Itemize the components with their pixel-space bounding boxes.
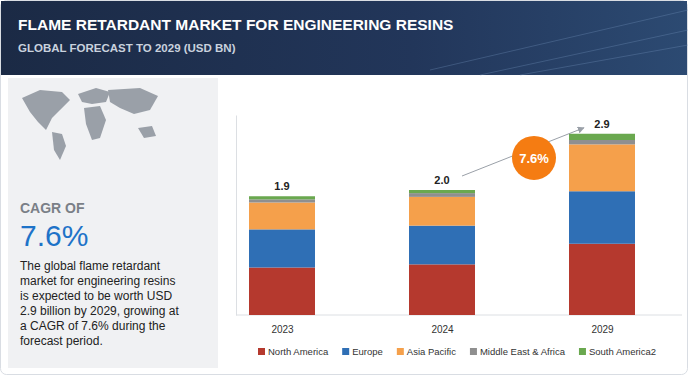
- header-band: [1, 1, 687, 75]
- bar-segment: [249, 229, 315, 267]
- chart-title: FLAME RETARDANT MARKET FOR ENGINEERING R…: [18, 16, 453, 33]
- continent-0: [22, 90, 70, 130]
- y-axis-line: [236, 116, 237, 316]
- bar-segment: [569, 191, 635, 244]
- side-panel: [8, 78, 218, 368]
- x-tick: 2023: [271, 324, 294, 335]
- legend: North America Europe Asia Pacific Middle Ea…: [258, 346, 656, 357]
- continent-4: [108, 88, 158, 114]
- bar-segment: [569, 134, 635, 140]
- header-streak-0: [430, 10, 688, 70]
- bars: [249, 134, 635, 315]
- legend-label: Europe: [352, 346, 383, 357]
- legend-swatch: [258, 348, 265, 355]
- cagr-bubble-label: 7.6%: [519, 151, 549, 166]
- x-tick: 2024: [431, 324, 454, 335]
- description-line: is expected to be worth USD: [20, 289, 172, 303]
- bar-segment: [249, 268, 315, 316]
- legend-label: Asia Pacific: [407, 346, 456, 357]
- legend-swatch: [579, 348, 586, 355]
- description-line: a CAGR of 7.6% during the: [20, 319, 166, 333]
- legend-label: South America2: [589, 346, 656, 357]
- chart-card: FLAME RETARDANT MARKET FOR ENGINEERING R…: [0, 0, 688, 375]
- cagr-bubble: [512, 136, 556, 180]
- x-axis: 2023 2024 2029: [271, 324, 614, 335]
- cagr-value: 7.6%: [20, 219, 88, 252]
- x-tick-label: 2024: [431, 324, 454, 335]
- world-map: [22, 88, 158, 160]
- y-axis: [236, 116, 237, 316]
- bar-segment: [409, 226, 475, 265]
- bar-segment: [249, 203, 315, 230]
- cagr-heading: CAGR OF: [20, 200, 85, 216]
- header-streak-1: [480, 30, 688, 75]
- description-line: 2.9 billion by 2029, growing at: [20, 304, 179, 318]
- x-tick: 2029: [591, 324, 614, 335]
- header-streak-2: [520, 45, 688, 75]
- legend-swatch: [342, 348, 349, 355]
- legend-swatch: [470, 348, 477, 355]
- legend-label: North America: [268, 346, 329, 357]
- bar-segment: [249, 199, 315, 202]
- description-line: market for engineering resins: [20, 274, 175, 288]
- total-label: 2.0: [434, 174, 449, 186]
- continent-5: [138, 126, 156, 138]
- bar-segment: [409, 190, 475, 193]
- description-line: The global flame retardant: [20, 259, 161, 273]
- bar-segment: [569, 140, 635, 144]
- continent-3: [84, 106, 106, 140]
- bar-segment: [409, 197, 475, 226]
- bar-segment: [409, 193, 475, 197]
- continent-2: [78, 88, 110, 104]
- total-label: 2.9: [594, 118, 609, 130]
- bar-segment: [409, 264, 475, 315]
- legend-swatch: [397, 348, 404, 355]
- continent-1: [52, 132, 66, 160]
- x-tick-label: 2023: [271, 324, 294, 335]
- bar-segment: [569, 244, 635, 315]
- bar-segment: [569, 144, 635, 191]
- legend-label: Middle East & Africa: [480, 346, 566, 357]
- total-label: 1.9: [274, 180, 289, 192]
- x-tick-label: 2029: [591, 324, 614, 335]
- description-line: forecast period.: [20, 334, 103, 348]
- bar-segment: [249, 196, 315, 199]
- chart-subtitle: GLOBAL FORECAST TO 2029 (USD BN): [18, 42, 236, 54]
- card-background: [1, 1, 688, 375]
